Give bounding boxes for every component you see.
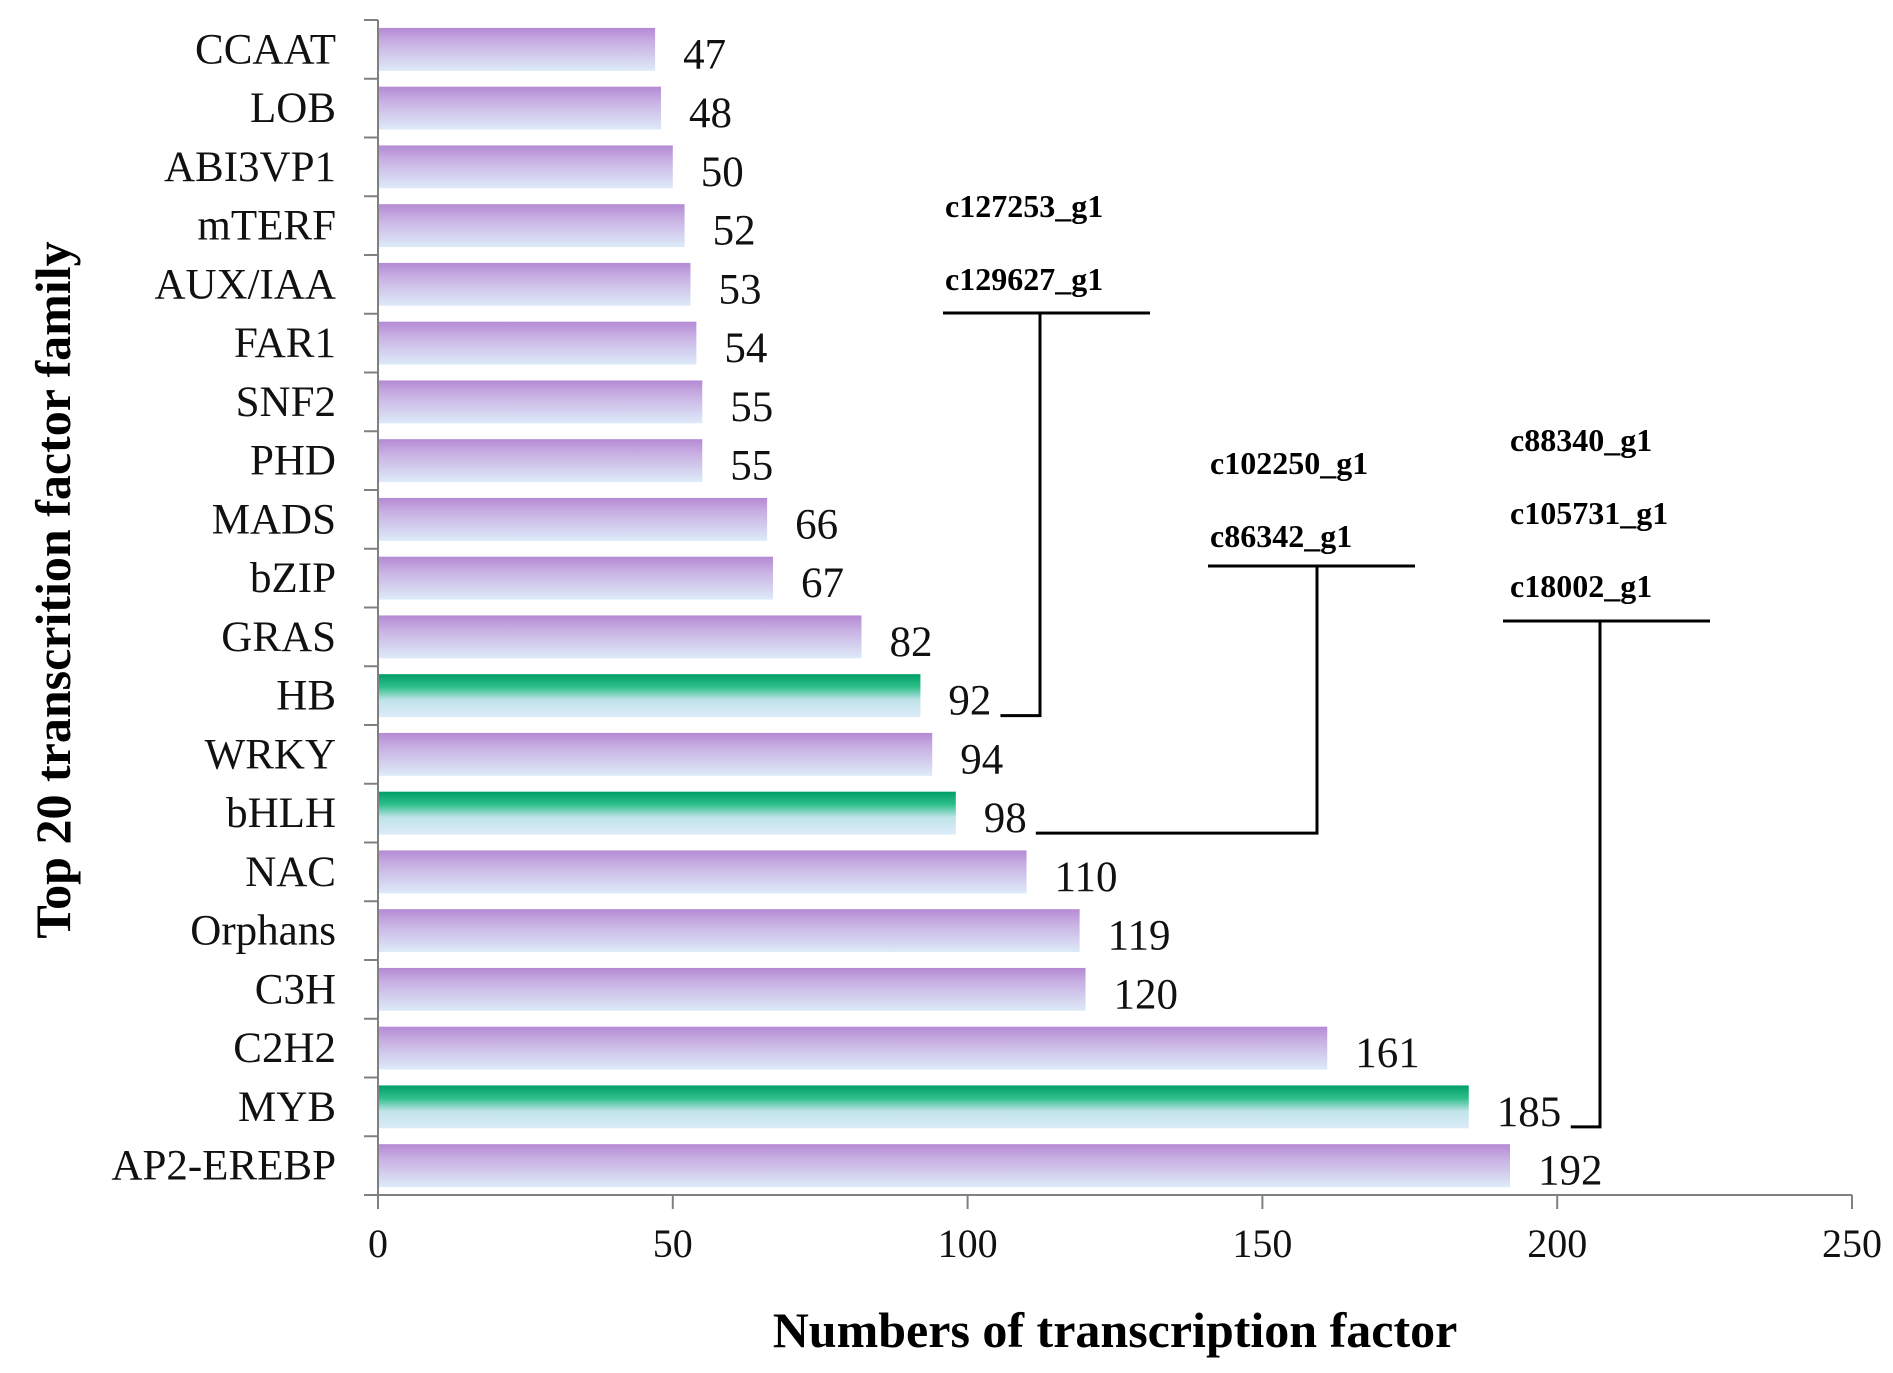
- bar-mterf: [378, 204, 685, 248]
- value-label-wrky: 94: [960, 736, 1003, 783]
- value-label-snf2: 55: [730, 384, 773, 431]
- value-label-orphans: 119: [1108, 913, 1171, 960]
- value-label-phd: 55: [730, 443, 773, 490]
- category-label-snf2: SNF2: [236, 379, 336, 426]
- gene-label-c129627-g1: c129627_g1: [945, 261, 1103, 297]
- bar-far1: [378, 321, 697, 365]
- category-label-bzip: bZIP: [250, 555, 336, 602]
- x-tick-label-200: 200: [1527, 1221, 1587, 1266]
- category-label-gras: GRAS: [221, 614, 336, 661]
- bar-myb: [378, 1085, 1469, 1129]
- category-label-myb: MYB: [238, 1084, 336, 1131]
- value-label-aux-iaa: 53: [718, 266, 761, 313]
- bar-orphans: [378, 909, 1080, 953]
- gene-label-c127253-g1: c127253_g1: [945, 188, 1103, 224]
- y-axis-title: Top 20 transcrition factor family: [25, 241, 81, 938]
- gene-label-c86342-g1: c86342_g1: [1210, 518, 1352, 554]
- value-label-myb: 185: [1497, 1089, 1562, 1136]
- category-label-ccaat: CCAAT: [195, 26, 336, 73]
- category-label-abi3vp1: ABI3VP1: [164, 144, 336, 191]
- bar-phd: [378, 439, 703, 483]
- category-labels-group: CCAAT LOB ABI3VP1 mTERF AUX/IAA FAR1 SNF2 PHD MA…: [111, 26, 336, 1189]
- bar-aux-iaa: [378, 262, 691, 306]
- x-tick-label-150: 150: [1232, 1221, 1292, 1266]
- x-axis-title: Numbers of transcription factor: [773, 1302, 1458, 1358]
- category-label-c3h: C3H: [255, 966, 336, 1013]
- bar-ap2-erebp: [378, 1144, 1511, 1188]
- value-label-bhlh: 98: [984, 795, 1027, 842]
- bar-hb: [378, 674, 921, 718]
- x-ticks-group: 0 50 100 150 200 250: [368, 1195, 1882, 1266]
- value-label-abi3vp1: 50: [701, 149, 744, 196]
- category-label-far1: FAR1: [234, 320, 336, 367]
- bar-c2h2: [378, 1026, 1328, 1070]
- bar-c3h: [378, 967, 1086, 1011]
- category-label-c2h2: C2H2: [233, 1025, 336, 1072]
- bar-wrky: [378, 732, 933, 776]
- gene-label-c102250-g1: c102250_g1: [1210, 445, 1368, 481]
- bar-bzip: [378, 556, 774, 600]
- category-label-nac: NAC: [245, 849, 336, 896]
- category-label-phd: PHD: [250, 438, 336, 485]
- value-label-ap2-erebp: 192: [1538, 1148, 1603, 1195]
- x-tick-label-0: 0: [368, 1221, 388, 1266]
- value-label-far1: 54: [724, 325, 767, 372]
- bar-lob: [378, 86, 662, 130]
- annotation-connector-myb: [1570, 621, 1602, 1129]
- value-label-c3h: 120: [1114, 971, 1179, 1018]
- value-label-bzip: 67: [801, 560, 844, 607]
- category-label-bhlh: bHLH: [226, 790, 336, 837]
- category-label-orphans: Orphans: [190, 908, 336, 955]
- y-ticks-group: [364, 19, 378, 1196]
- bar-nac: [378, 850, 1027, 894]
- category-label-mads: MADS: [212, 496, 336, 543]
- axes-group: [377, 20, 1852, 1196]
- bar-gras: [378, 615, 862, 659]
- annotation-connector-hb: [1000, 313, 1042, 718]
- annotation-connector-bhlh: [1035, 566, 1319, 835]
- bar-abi3vp1: [378, 145, 673, 189]
- value-label-gras: 82: [889, 619, 932, 666]
- x-tick-label-250: 250: [1822, 1221, 1882, 1266]
- category-label-aux-iaa: AUX/IAA: [154, 261, 336, 308]
- value-label-c2h2: 161: [1355, 1030, 1420, 1077]
- bar-ccaat: [378, 27, 656, 71]
- x-tick-label-50: 50: [653, 1221, 693, 1266]
- value-labels-group: 47 48 50 52 53 54 55 55 66 67 82 92 94 98 110 119 120 161…: [683, 31, 1602, 1194]
- x-tick-label-100: 100: [938, 1221, 998, 1266]
- bar-mads: [378, 497, 768, 541]
- value-label-lob: 48: [689, 90, 732, 137]
- category-label-hb: HB: [276, 673, 336, 720]
- gene-label-c88340-g1: c88340_g1: [1510, 422, 1652, 458]
- bar-snf2: [378, 380, 703, 424]
- value-label-mads: 66: [795, 501, 838, 548]
- gene-label-c18002-g1: c18002_g1: [1510, 568, 1652, 604]
- bars-group: [378, 27, 1511, 1188]
- bar-bhlh: [378, 791, 956, 835]
- value-label-ccaat: 47: [683, 31, 726, 78]
- value-label-hb: 92: [948, 678, 991, 725]
- category-label-mterf: mTERF: [197, 203, 336, 250]
- category-label-lob: LOB: [250, 85, 336, 132]
- gene-label-c105731-g1: c105731_g1: [1510, 495, 1668, 531]
- category-label-wrky: WRKY: [205, 731, 336, 778]
- value-label-mterf: 52: [713, 208, 756, 255]
- annotations-group: c127253_g1c129627_g1c102250_g1c86342_g1c…: [943, 188, 1710, 1129]
- category-label-ap2-erebp: AP2-EREBP: [111, 1143, 336, 1190]
- value-label-nac: 110: [1055, 854, 1118, 901]
